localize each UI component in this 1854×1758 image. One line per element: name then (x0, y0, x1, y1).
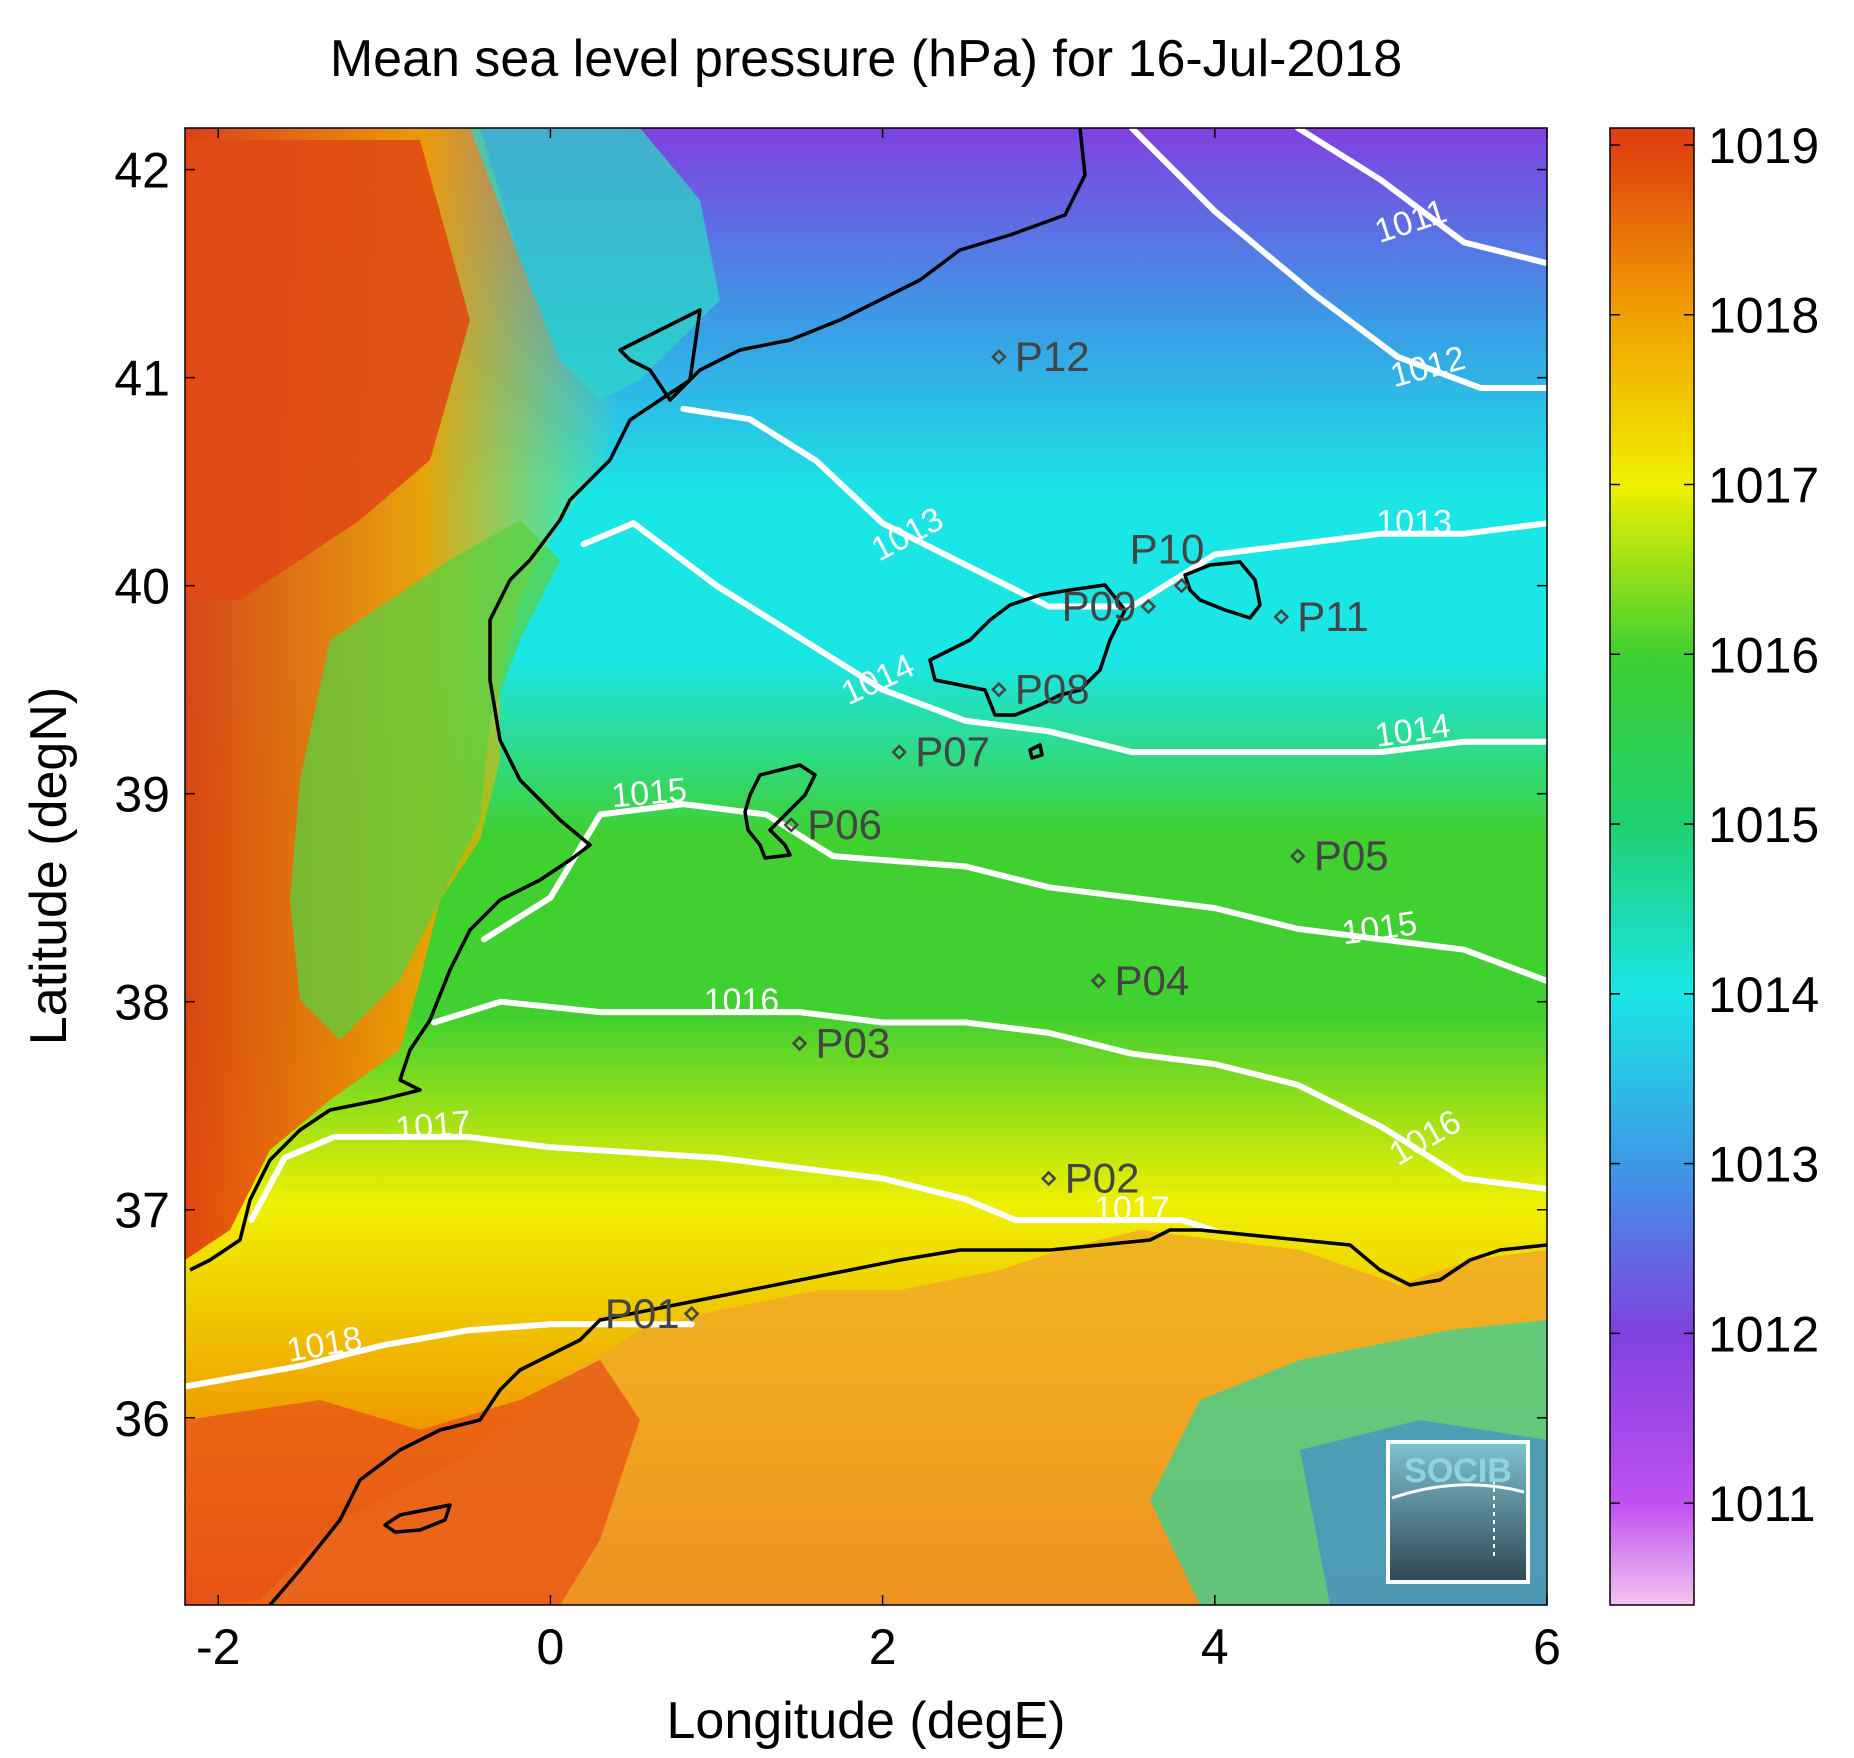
socib-logo-wave (1391, 1483, 1525, 1500)
colorbar-tick-label: 1013 (1708, 1137, 1819, 1193)
colorbar-tick-label: 1014 (1708, 967, 1819, 1023)
colorbar-tick-label: 1019 (1708, 118, 1819, 174)
y-tick-label: 40 (114, 559, 170, 615)
contour-1017 (248, 1133, 1218, 1234)
iberia-coastline (189, 128, 1087, 1272)
contour-1011 (1294, 128, 1547, 267)
x-tick-label: 0 (537, 1619, 565, 1675)
alboran-island-coastline (383, 1503, 452, 1534)
plot-frame (184, 127, 1548, 1606)
iberia-mid-green (290, 520, 560, 1040)
contour-1013 (680, 405, 1547, 610)
contour-label-1013: 1013 (1376, 504, 1452, 542)
map-title: Mean sea level pressure (hPa) for 16-Jul… (330, 30, 1402, 88)
colorbar-ticks: 1011 1012 1013 1014 1015 1016 1017 1018 1019 (1610, 118, 1819, 1532)
y-axis-label: Latitude (degN) (20, 687, 78, 1045)
colorbar-tick-label: 1018 (1708, 288, 1819, 344)
station-label-P06: P06 (807, 801, 882, 848)
x-axis: -2 0 2 4 6 (196, 128, 1561, 1675)
station-marker-P12 (991, 349, 1007, 365)
station-label-P05: P05 (1314, 832, 1389, 879)
x-tick-label: 6 (1533, 1619, 1561, 1675)
y-tick-label: 37 (114, 1183, 170, 1239)
x-tick-label: 2 (869, 1619, 897, 1675)
y-axis: 36 37 38 39 40 41 42 (114, 143, 1547, 1447)
colorbar-tick-label: 1016 (1708, 627, 1819, 683)
colorbar-gradient (1609, 127, 1695, 1606)
contour-1014 (580, 520, 1547, 756)
x-tick-label: 4 (1201, 1619, 1229, 1675)
y-tick-label: 39 (114, 767, 170, 823)
colorbar-tick-label: 1015 (1708, 797, 1819, 853)
africa-west-hot (185, 1360, 640, 1605)
station-marker-P06 (783, 817, 800, 833)
contour-label-1016: 1016 (704, 982, 780, 1020)
station-marker-P03 (791, 1035, 808, 1052)
station-marker-P09 (1140, 598, 1157, 615)
contour-label-1015: 1015 (610, 771, 689, 815)
mallorca-coastline (928, 583, 1127, 717)
contour-1012 (1128, 128, 1547, 391)
x-tick-label: -2 (196, 1619, 240, 1675)
contour-1015 (481, 801, 1547, 984)
coastlines (189, 128, 1547, 1605)
socib-logo-text: SOCIB (1404, 1452, 1512, 1490)
station-label-P01: P01 (605, 1290, 680, 1337)
africa-coastline (268, 1228, 1547, 1605)
socib-logo: SOCIB (1386, 1440, 1530, 1584)
station-label-P02: P02 (1065, 1155, 1140, 1202)
station-label-P03: P03 (816, 1019, 891, 1066)
y-tick-label: 42 (114, 143, 170, 199)
station-label-P10: P10 (1130, 526, 1205, 573)
colorbar-tick-label: 1011 (1708, 1476, 1816, 1532)
station-marker-P10 (1173, 577, 1190, 594)
station-label-P07: P07 (915, 728, 990, 775)
y-tick-label: 36 (114, 1391, 170, 1447)
ibiza-coastline (743, 763, 817, 860)
station-marker-P01 (683, 1305, 700, 1322)
station-marker-P11 (1273, 609, 1290, 625)
station-marker-P04 (1090, 973, 1107, 989)
y-tick-label: 41 (114, 351, 170, 407)
colorbar: 1011 1012 1013 1014 1015 1016 1017 1018 1019 (1609, 118, 1819, 1606)
cabrera-coastline (1028, 743, 1044, 760)
y-tick-label: 38 (114, 975, 170, 1031)
station-label-P09: P09 (1062, 582, 1137, 629)
iberia-interior-highland (185, 140, 470, 600)
station-marker-P08 (991, 681, 1007, 698)
contour-label-1017: 1017 (394, 1104, 473, 1148)
station-marker-P02 (1040, 1170, 1057, 1187)
socib-logo-frame (1386, 1440, 1530, 1584)
station-label-P04: P04 (1115, 957, 1190, 1004)
menorca-coastline (1183, 560, 1262, 620)
station-label-P11: P11 (1297, 593, 1369, 640)
x-axis-label: Longitude (degE) (667, 1692, 1066, 1750)
station-markers: P01 P02 P03 P04 P05 P06 P07 P08 P09 P10 P11 P12 (605, 333, 1389, 1337)
contour-label-1017: 1017 (1094, 1190, 1170, 1228)
colorbar-tick-label: 1012 (1708, 1306, 1819, 1362)
contour-1018 (185, 1321, 695, 1390)
colorbar-tick-label: 1017 (1708, 458, 1819, 514)
station-marker-P05 (1290, 848, 1306, 864)
station-label-P08: P08 (1015, 666, 1090, 713)
station-marker-P07 (891, 744, 907, 760)
contour-1016 (431, 998, 1547, 1192)
station-label-P12: P12 (1015, 333, 1090, 380)
